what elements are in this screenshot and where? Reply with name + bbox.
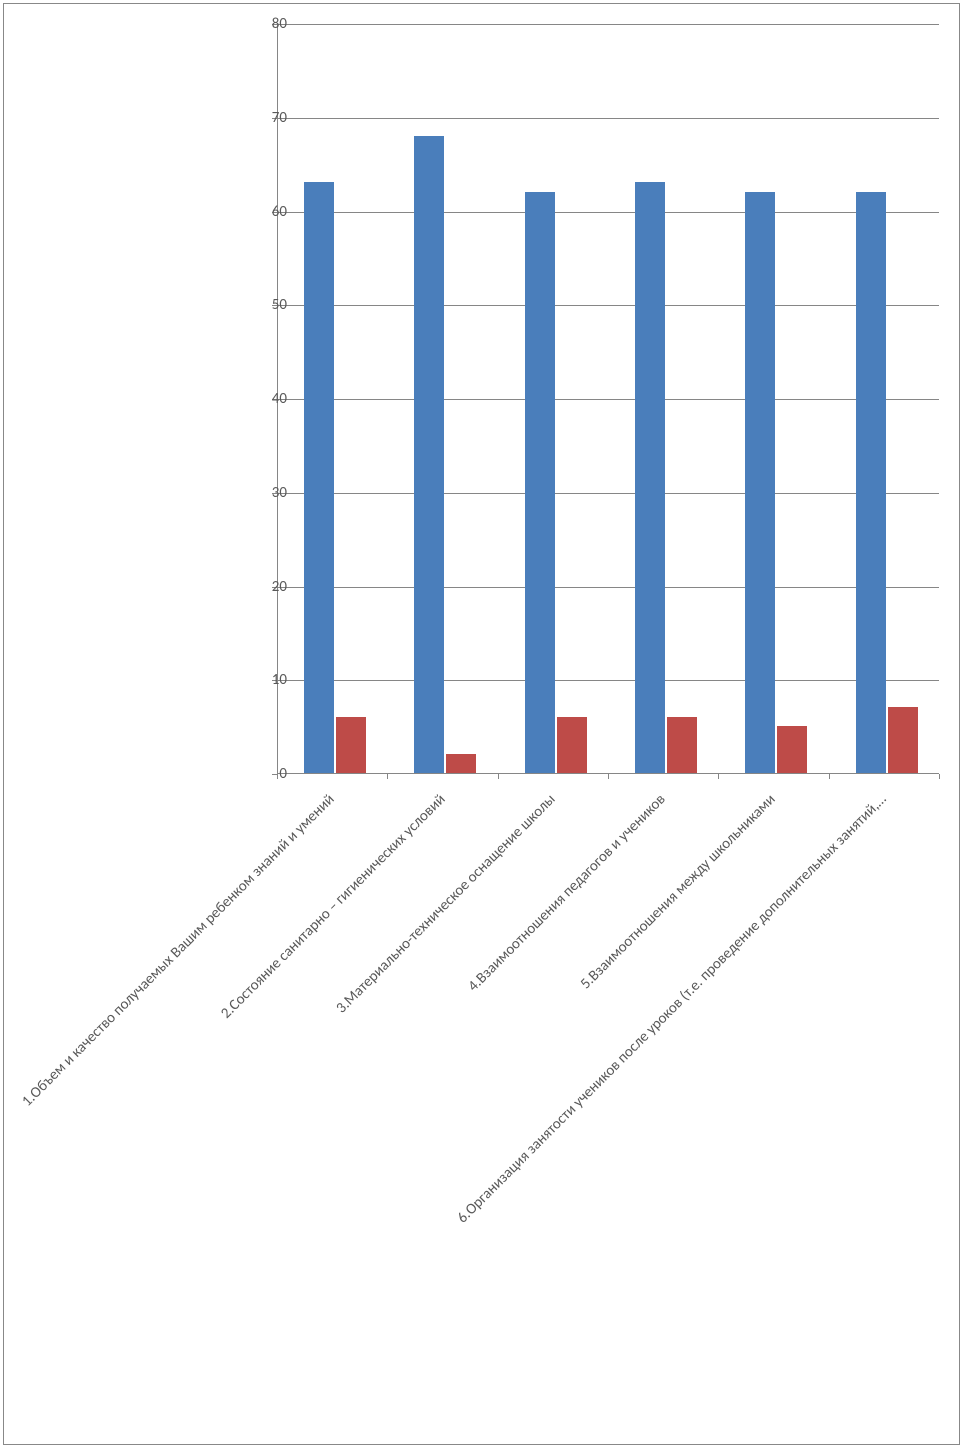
bar-series1 <box>525 192 555 773</box>
bar-series1 <box>304 182 334 773</box>
bar-series2 <box>888 707 918 773</box>
y-tick-label: 30 <box>247 484 287 502</box>
gridline <box>278 24 939 25</box>
gridline <box>278 493 939 494</box>
x-tick-mark <box>718 774 719 779</box>
y-tick-label: 80 <box>247 15 287 33</box>
bar-series2 <box>446 754 476 773</box>
bar-series2 <box>667 717 697 773</box>
gridline <box>278 305 939 306</box>
gridline <box>278 212 939 213</box>
y-tick-label: 60 <box>247 203 287 221</box>
x-category-label: 4.Взаимоотношения педагогов и учеников <box>233 791 670 1228</box>
x-tick-mark <box>387 774 388 779</box>
x-category-label: 2.Состояние санитарно – гигиенических ус… <box>12 791 449 1228</box>
y-tick-label: 10 <box>247 671 287 689</box>
bar-series2 <box>777 726 807 773</box>
x-category-label: 5.Взаимоотношения между школьниками <box>343 791 780 1228</box>
gridline <box>278 680 939 681</box>
gridline <box>278 587 939 588</box>
x-tick-mark <box>829 774 830 779</box>
x-category-label: 3.Материально-техническое оснащение школ… <box>122 791 559 1228</box>
x-category-label: 6.Организация занятости учеников после у… <box>453 791 890 1228</box>
x-tick-mark <box>498 774 499 779</box>
y-tick-label: 40 <box>247 390 287 408</box>
gridline <box>278 118 939 119</box>
gridline <box>278 399 939 400</box>
bar-series2 <box>557 717 587 773</box>
x-tick-mark <box>277 774 278 779</box>
x-tick-mark <box>608 774 609 779</box>
plot-area <box>277 24 939 774</box>
bar-series2 <box>336 717 366 773</box>
bar-series1 <box>635 182 665 773</box>
bar-series1 <box>856 192 886 773</box>
y-tick-label: 70 <box>247 109 287 127</box>
x-tick-mark <box>939 774 940 779</box>
bar-series1 <box>745 192 775 773</box>
y-tick-label: 20 <box>247 578 287 596</box>
bar-series1 <box>414 136 444 774</box>
chart-container: 010203040506070801.Объем и качество полу… <box>3 3 960 1445</box>
y-tick-label: 50 <box>247 296 287 314</box>
y-tick-label: 0 <box>247 765 287 783</box>
